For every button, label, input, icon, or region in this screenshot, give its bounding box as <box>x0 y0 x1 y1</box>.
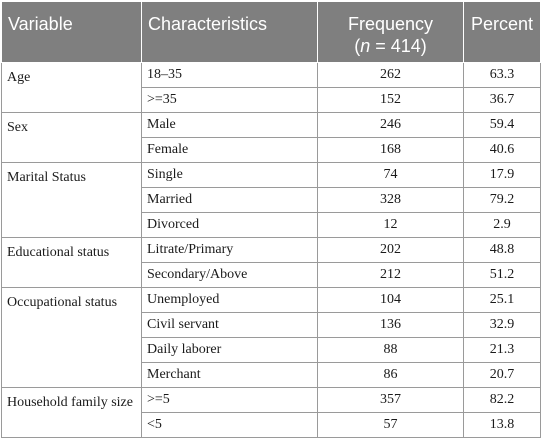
cell-characteristic: Litrate/Primary <box>141 237 318 263</box>
header-frequency-label: Frequency <box>347 14 434 34</box>
header-frequency: Frequency (n = 414) <box>317 1 464 63</box>
cell-frequency: 202 <box>317 237 464 263</box>
cell-variable: Age <box>1 62 142 113</box>
header-characteristics: Characteristics <box>141 1 318 63</box>
cell-frequency: 136 <box>317 312 464 338</box>
cell-frequency: 168 <box>317 137 464 163</box>
cell-characteristic: Secondary/Above <box>141 262 318 288</box>
cell-frequency: 246 <box>317 112 464 138</box>
cell-percent: 40.6 <box>463 137 541 163</box>
cell-characteristic: Daily laborer <box>141 337 318 363</box>
table-row: Divorced 12 2.9 <box>2 212 541 238</box>
cell-characteristic: >=5 <box>141 387 318 413</box>
cell-percent: 2.9 <box>463 212 541 238</box>
cell-percent: 63.3 <box>463 62 541 88</box>
cell-percent: 32.9 <box>463 312 541 338</box>
cell-characteristic: >=35 <box>141 87 318 113</box>
cell-frequency: 357 <box>317 387 464 413</box>
table-row: Occupational status Unemployed 104 25.1 <box>1 287 541 388</box>
cell-percent: 21.3 <box>463 337 541 363</box>
header-frequency-n: n <box>360 36 371 56</box>
cell-frequency: 152 <box>317 87 464 113</box>
cell-variable: Educational status <box>1 237 142 288</box>
cell-frequency: 328 <box>317 187 464 213</box>
cell-percent: 48.8 <box>463 237 541 263</box>
table-row: Educational status Litrate/Primary 202 48.8 <box>1 237 541 288</box>
table-row: Sex Male 246 59.4 <box>1 112 541 163</box>
cell-characteristic: Civil servant <box>141 312 318 338</box>
table-row: >=35 152 36.7 <box>2 87 541 113</box>
cell-characteristic: Female <box>141 137 318 163</box>
cell-characteristic: Unemployed <box>141 287 318 313</box>
cell-variable: Marital Status <box>1 162 142 238</box>
table-row: Married 328 79.2 <box>2 187 541 213</box>
header-percent: Percent <box>463 1 541 63</box>
cell-variable: Occupational status <box>1 287 142 388</box>
cell-frequency: 212 <box>317 262 464 288</box>
cell-characteristic: Divorced <box>141 212 318 238</box>
cell-characteristic: Merchant <box>141 362 318 388</box>
table-row: Female 168 40.6 <box>2 137 541 163</box>
table-row: Marital Status Single 74 17.9 <box>1 162 541 238</box>
header-frequency-n-value: = 414) <box>370 36 427 56</box>
table-row: Secondary/Above 212 51.2 <box>2 262 541 288</box>
cell-variable: Sex <box>1 112 142 163</box>
header-row: Variable Characteristics Frequency (n = … <box>1 1 541 63</box>
table-body: Age 18–35 262 63.3 >=35 152 36.7 Sex Male 246 59.4… <box>1 62 541 438</box>
cell-percent: 25.1 <box>463 287 541 313</box>
cell-percent: 59.4 <box>463 112 541 138</box>
table-row: Household family size >=5 357 82.2 <box>1 387 541 438</box>
cell-characteristic: 18–35 <box>141 62 318 88</box>
cell-frequency: 104 <box>317 287 464 313</box>
cell-variable: Household family size <box>1 387 142 438</box>
table-row: Merchant 86 20.7 <box>2 362 541 388</box>
cell-characteristic: Male <box>141 112 318 138</box>
cell-frequency: 262 <box>317 62 464 88</box>
cell-percent: 51.2 <box>463 262 541 288</box>
header-frequency-n-open: ( <box>354 36 361 56</box>
cell-percent: 79.2 <box>463 187 541 213</box>
cell-percent: 82.2 <box>463 387 541 413</box>
table-row: Daily laborer 88 21.3 <box>2 337 541 363</box>
cell-frequency: 74 <box>317 162 464 188</box>
cell-frequency: 88 <box>317 337 464 363</box>
cell-characteristic: Single <box>141 162 318 188</box>
cell-percent: 20.7 <box>463 362 541 388</box>
table-row: Age 18–35 262 63.3 <box>1 62 541 113</box>
header-variable: Variable <box>1 1 142 63</box>
cell-percent: 36.7 <box>463 87 541 113</box>
cell-frequency: 12 <box>317 212 464 238</box>
cell-characteristic: Married <box>141 187 318 213</box>
cell-percent: 17.9 <box>463 162 541 188</box>
cell-frequency: 86 <box>317 362 464 388</box>
